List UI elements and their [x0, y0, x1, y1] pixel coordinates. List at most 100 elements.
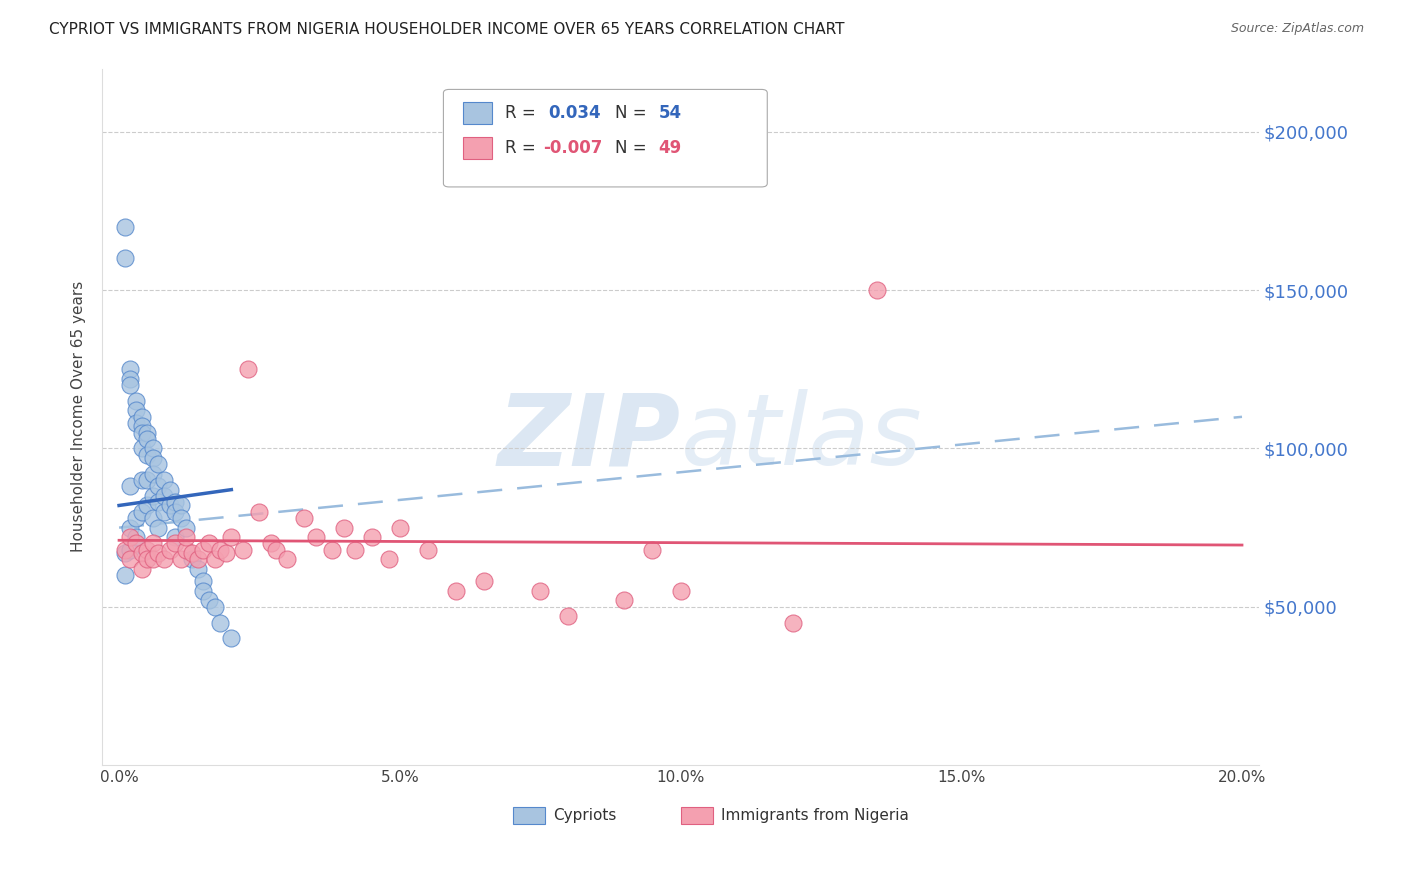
Point: [153, 505, 176, 519]
Point: [120, 479, 142, 493]
Text: N =: N =: [614, 139, 651, 157]
Point: [176, 521, 198, 535]
Point: [170, 499, 193, 513]
Point: [114, 546, 136, 560]
Point: [120, 521, 142, 535]
Point: [114, 568, 136, 582]
Point: [444, 584, 467, 599]
Point: [321, 542, 343, 557]
Point: [304, 530, 326, 544]
Point: [249, 505, 271, 519]
Point: [120, 378, 142, 392]
Point: [142, 536, 165, 550]
Point: [187, 552, 209, 566]
Point: [343, 542, 366, 557]
Point: [131, 546, 153, 560]
Point: [669, 584, 692, 599]
Point: [360, 530, 382, 544]
Point: [204, 552, 226, 566]
Point: [170, 552, 193, 566]
Point: [215, 546, 238, 560]
Point: [159, 483, 181, 497]
Point: [377, 552, 399, 566]
Point: [238, 362, 260, 376]
Point: [125, 416, 148, 430]
Point: [131, 473, 153, 487]
Point: [209, 615, 232, 630]
Point: [209, 542, 232, 557]
Point: [148, 495, 170, 509]
Bar: [463, 136, 492, 159]
Point: [142, 467, 165, 481]
Point: [148, 479, 170, 493]
Point: [292, 511, 315, 525]
Point: [232, 542, 254, 557]
Point: [153, 489, 176, 503]
Point: [472, 574, 495, 589]
Point: [136, 552, 159, 566]
Point: [136, 425, 159, 440]
Point: [259, 536, 281, 550]
Text: N =: N =: [614, 104, 651, 122]
Point: [170, 511, 193, 525]
Point: [221, 530, 243, 544]
Point: [332, 521, 354, 535]
Point: [165, 536, 187, 550]
FancyBboxPatch shape: [443, 89, 768, 187]
Point: [136, 432, 159, 446]
Point: [120, 542, 142, 557]
Point: [148, 458, 170, 472]
Point: [131, 425, 153, 440]
Point: [641, 542, 664, 557]
Point: [416, 542, 439, 557]
Point: [193, 584, 215, 599]
Point: [264, 542, 287, 557]
Point: [193, 574, 215, 589]
Point: [114, 542, 136, 557]
Text: R =: R =: [505, 104, 541, 122]
Point: [866, 283, 889, 297]
Point: [136, 499, 159, 513]
Point: [193, 542, 215, 557]
Text: CYPRIOT VS IMMIGRANTS FROM NIGERIA HOUSEHOLDER INCOME OVER 65 YEARS CORRELATION : CYPRIOT VS IMMIGRANTS FROM NIGERIA HOUSE…: [49, 22, 845, 37]
Point: [165, 495, 187, 509]
Point: [120, 372, 142, 386]
Text: Source: ZipAtlas.com: Source: ZipAtlas.com: [1230, 22, 1364, 36]
Point: [136, 448, 159, 462]
Point: [153, 552, 176, 566]
Point: [142, 489, 165, 503]
Text: 54: 54: [658, 104, 682, 122]
Point: [181, 546, 204, 560]
Text: ZIP: ZIP: [498, 389, 681, 486]
Point: [125, 530, 148, 544]
Point: [557, 609, 579, 624]
Point: [165, 505, 187, 519]
Point: [198, 593, 221, 607]
Point: [181, 552, 204, 566]
Point: [529, 584, 551, 599]
Point: [114, 219, 136, 234]
Point: [187, 562, 209, 576]
Point: [148, 521, 170, 535]
Point: [176, 530, 198, 544]
Point: [125, 394, 148, 409]
Text: Immigrants from Nigeria: Immigrants from Nigeria: [721, 808, 908, 822]
Point: [131, 505, 153, 519]
Point: [198, 536, 221, 550]
Point: [388, 521, 411, 535]
Text: 49: 49: [658, 139, 682, 157]
Point: [142, 552, 165, 566]
Point: [221, 632, 243, 646]
Point: [276, 552, 298, 566]
Point: [142, 511, 165, 525]
Point: [114, 252, 136, 266]
Text: atlas: atlas: [681, 389, 922, 486]
Point: [136, 473, 159, 487]
Point: [148, 546, 170, 560]
Point: [120, 552, 142, 566]
Point: [125, 511, 148, 525]
Point: [153, 473, 176, 487]
Point: [131, 419, 153, 434]
Point: [120, 362, 142, 376]
Text: -0.007: -0.007: [543, 139, 602, 157]
